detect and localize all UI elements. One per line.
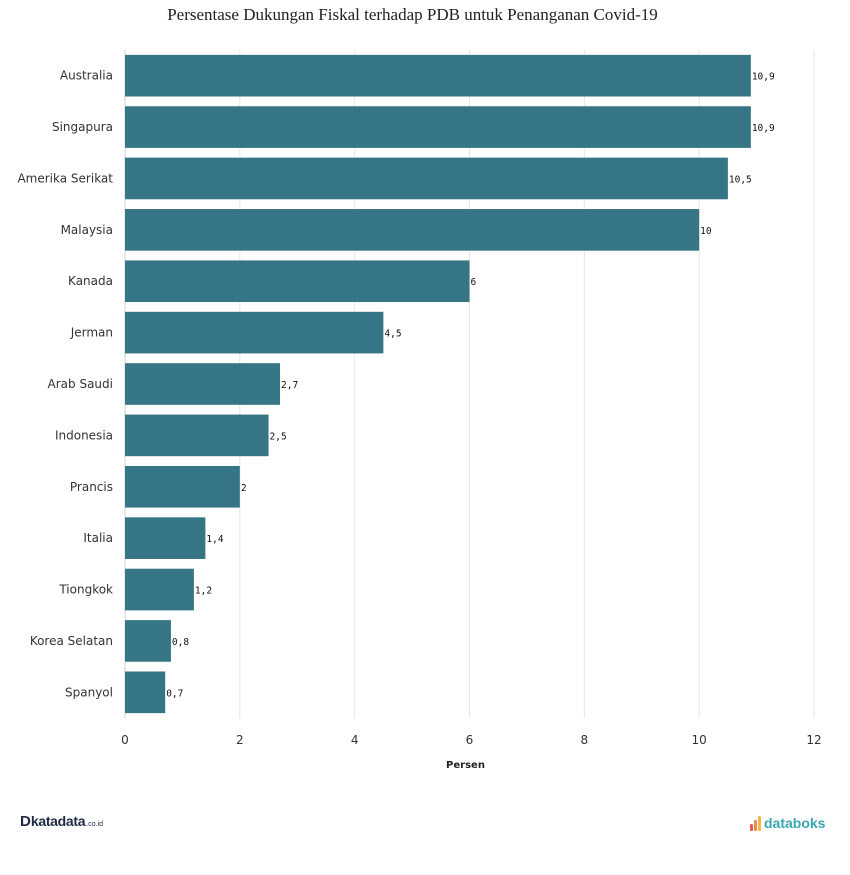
databoks-wordmark: databoks (764, 815, 826, 831)
bar-chart: 0 2 4 6 8 10 12 Australia 10,9 Singapura 10,9 Ameri… (17, 50, 822, 771)
bar (125, 517, 206, 559)
bar (125, 260, 470, 303)
data-label: 0,7 (166, 688, 183, 699)
data-label: 6 (471, 277, 477, 288)
data-label: 10,5 (729, 174, 752, 185)
category-label: Singapura (52, 120, 113, 134)
x-tick-label: 6 (466, 733, 474, 747)
data-label: 1,4 (206, 534, 223, 545)
category-label: Australia (60, 69, 113, 83)
category-label: Indonesia (55, 428, 113, 442)
bar (125, 54, 751, 97)
data-label: 1,2 (195, 586, 212, 597)
data-label: 10,9 (752, 123, 775, 134)
databoks-bars-icon (750, 815, 761, 831)
x-tick-label: 10 (692, 733, 707, 747)
x-tick-label: 8 (581, 733, 589, 747)
category-label: Prancis (70, 480, 113, 494)
katadata-tld: .co.id (86, 821, 103, 828)
category-label: Kanada (68, 274, 113, 288)
bar (125, 209, 700, 251)
bar (125, 106, 751, 148)
x-tick-label: 0 (121, 733, 129, 747)
katadata-logo: D katadata .co.id (20, 813, 103, 833)
bar (125, 311, 384, 354)
data-label: 2,5 (270, 431, 287, 442)
category-label: Tiongkok (58, 583, 113, 597)
category-label: Spanyol (65, 685, 113, 699)
data-label: 2 (241, 483, 247, 494)
katadata-mark-icon: D (20, 813, 31, 830)
bar (125, 620, 171, 662)
x-tick-label: 12 (806, 733, 821, 747)
bar (125, 568, 194, 611)
category-label: Amerika Serikat (17, 171, 113, 185)
category-label: Arab Saudi (48, 377, 113, 391)
category-label: Italia (83, 531, 113, 545)
bar (125, 414, 269, 457)
bar (125, 465, 240, 508)
data-label: 0,8 (172, 637, 189, 648)
bar (125, 157, 728, 200)
x-axis-title: Persen (446, 760, 485, 771)
data-label: 2,7 (281, 380, 298, 391)
data-label: 4,5 (384, 329, 401, 340)
katadata-wordmark: katadata (30, 813, 86, 829)
bar (125, 671, 166, 714)
bar (125, 363, 281, 405)
x-tick-label: 4 (351, 733, 359, 747)
databoks-logo: databoks (750, 813, 825, 833)
category-label: Korea Selatan (30, 634, 113, 648)
category-label: Jerman (70, 326, 113, 340)
x-tick-label: 2 (236, 733, 244, 747)
data-label: 10,9 (752, 72, 775, 83)
category-label: Malaysia (61, 223, 113, 237)
data-label: 10 (700, 226, 712, 237)
chart-title: Persentase Dukungan Fiskal terhadap PDB … (167, 5, 658, 24)
